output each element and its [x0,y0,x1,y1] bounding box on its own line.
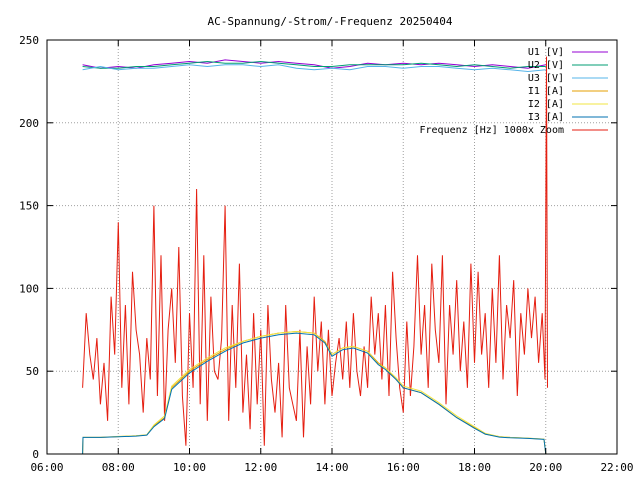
series-line-0 [82,59,546,69]
series-line-4 [82,330,547,455]
x-tick-label: 08:00 [102,461,135,474]
y-axis-ticks: 0 50 100 150 200 250 [19,34,617,461]
x-tick-label: 16:00 [387,461,420,474]
x-tick-label: 22:00 [600,461,633,474]
y-tick-label: 100 [19,282,39,295]
legend-label-1: U2 [V] [528,60,564,71]
x-tick-label: 12:00 [244,461,277,474]
legend-label-2: U3 [V] [528,73,564,84]
x-tick-label: 06:00 [30,461,63,474]
plot-series [82,56,548,455]
legend-label-4: I2 [A] [528,99,564,110]
y-tick-label: 0 [32,448,39,461]
y-tick-label: 50 [26,365,39,378]
x-tick-label: 18:00 [458,461,491,474]
legend-label-0: U1 [V] [528,47,564,58]
y-tick-label: 150 [19,200,39,213]
series-line-2 [82,64,546,73]
legend-label-3: I1 [A] [528,86,564,97]
series-line-1 [82,60,546,69]
y-tick-label: 250 [19,34,39,47]
x-tick-label: 20:00 [529,461,562,474]
legend-label-6: Frequenz [Hz] 1000x Zoom [420,125,565,136]
grid [47,40,617,454]
series-line-3 [82,330,547,455]
chart-title: AC-Spannung/-Strom/-Frequenz 20250404 [207,15,452,28]
x-tick-label: 10:00 [173,461,206,474]
x-tick-label: 14:00 [315,461,348,474]
legend: U1 [V] U2 [V] U3 [V] I1 [A] I2 [A] I3 [A] Freq… [420,47,608,136]
y-tick-label: 200 [19,117,39,130]
series-line-5 [82,332,547,455]
series-line-6 [82,56,548,446]
legend-label-5: I3 [A] [528,112,564,123]
x-axis-ticks: 06:00 08:00 10:00 12:00 14:00 16:00 18:00 20:00… [30,40,634,474]
